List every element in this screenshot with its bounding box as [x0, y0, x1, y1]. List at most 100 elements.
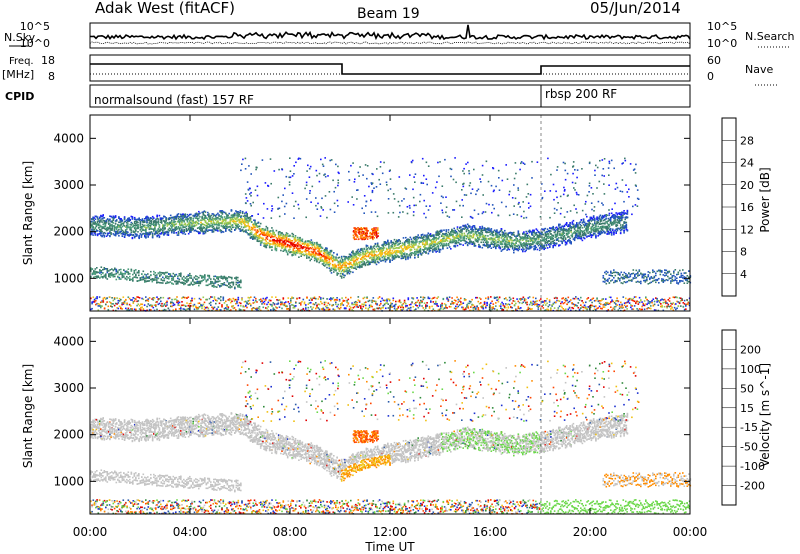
power-cell	[230, 216, 233, 219]
power-cell	[387, 239, 389, 242]
power-cell	[150, 221, 153, 223]
power-cell	[382, 255, 385, 258]
power-cell	[376, 258, 379, 261]
power-cell	[148, 219, 151, 221]
power-cell	[264, 239, 266, 241]
power-cell	[462, 244, 464, 246]
power-cell	[131, 236, 134, 239]
power-cell	[286, 240, 289, 242]
power-cell	[346, 257, 349, 259]
power-cell	[129, 223, 131, 226]
power-cell	[256, 222, 259, 225]
power-cell	[141, 221, 144, 223]
power-cell	[355, 255, 358, 257]
power-cell	[236, 217, 238, 219]
power-cell	[349, 263, 352, 265]
power-cell	[394, 252, 397, 254]
power-cell	[570, 229, 572, 232]
power-cell	[274, 242, 277, 245]
power-cell	[408, 241, 410, 244]
power-cell	[96, 233, 99, 235]
power-cell	[426, 243, 428, 246]
power-cell	[93, 222, 95, 225]
power-cell	[261, 239, 263, 242]
power-cell	[166, 233, 169, 236]
power-cell	[130, 231, 133, 233]
power-cell	[217, 212, 219, 215]
power-cell	[114, 230, 117, 233]
power-cell	[322, 255, 325, 258]
power-cell	[274, 246, 277, 248]
power-cell	[106, 232, 109, 235]
power-cell	[299, 250, 301, 252]
power-cell	[313, 248, 316, 251]
power-cell	[211, 219, 214, 221]
power-cell	[328, 263, 331, 266]
power-cell	[159, 219, 162, 221]
power-cell	[564, 237, 567, 239]
power-cell	[193, 229, 196, 232]
power-cell	[293, 237, 296, 239]
power-cell	[427, 252, 430, 255]
power-cell	[276, 244, 279, 246]
power-cell	[168, 227, 171, 229]
power-cell	[264, 244, 266, 247]
power-cell	[245, 225, 247, 228]
power-cell	[208, 213, 210, 215]
power-cell	[340, 257, 343, 260]
power-cell	[497, 241, 499, 243]
power-cell	[198, 231, 200, 233]
power-cell	[204, 211, 207, 213]
power-cell	[572, 219, 575, 222]
power-cell	[258, 236, 261, 238]
power-cell	[363, 256, 365, 258]
power-cell	[391, 250, 394, 252]
power-cell	[365, 246, 368, 248]
power-cell	[292, 249, 295, 252]
power-cell	[147, 235, 149, 238]
power-cell	[112, 225, 115, 227]
power-cell	[202, 211, 205, 213]
power-cell	[303, 254, 306, 257]
power-cell	[101, 221, 103, 223]
power-cell	[316, 252, 318, 255]
power-cell	[182, 226, 184, 229]
power-cell	[126, 226, 128, 228]
power-cell	[505, 232, 507, 234]
power-cell	[362, 263, 364, 265]
power-cell	[102, 232, 104, 234]
power-cell	[365, 248, 368, 250]
power-cell	[318, 244, 320, 246]
power-cell	[244, 223, 246, 226]
power-cell	[283, 248, 286, 251]
power-cell	[177, 221, 180, 223]
power-cell	[139, 229, 142, 231]
power-cell	[355, 256, 358, 259]
power-cell	[311, 256, 314, 258]
power-cell	[286, 243, 289, 246]
power-cell	[246, 225, 248, 227]
cpid-mode1: normalsound (fast) 157 RF	[94, 93, 254, 107]
power-cell	[309, 247, 311, 249]
power-cell	[100, 225, 102, 227]
power-cell	[217, 216, 219, 219]
power-cell	[228, 212, 230, 215]
power-cell	[294, 250, 297, 252]
power-cell	[157, 228, 160, 230]
power-cell	[185, 216, 188, 219]
power-cell	[147, 216, 149, 219]
power-cell	[138, 236, 140, 238]
power-cell	[165, 222, 167, 225]
power-cell	[115, 233, 118, 235]
power-cell	[159, 233, 162, 235]
power-cell	[155, 218, 157, 221]
power-cell	[338, 256, 341, 259]
power-cell	[218, 214, 220, 216]
power-cell	[334, 263, 336, 266]
power-cell	[102, 219, 104, 222]
power-cell	[364, 254, 367, 257]
power-cell	[118, 221, 120, 224]
power-cell	[281, 244, 283, 246]
power-cell	[389, 255, 391, 257]
power-cell	[234, 212, 236, 215]
